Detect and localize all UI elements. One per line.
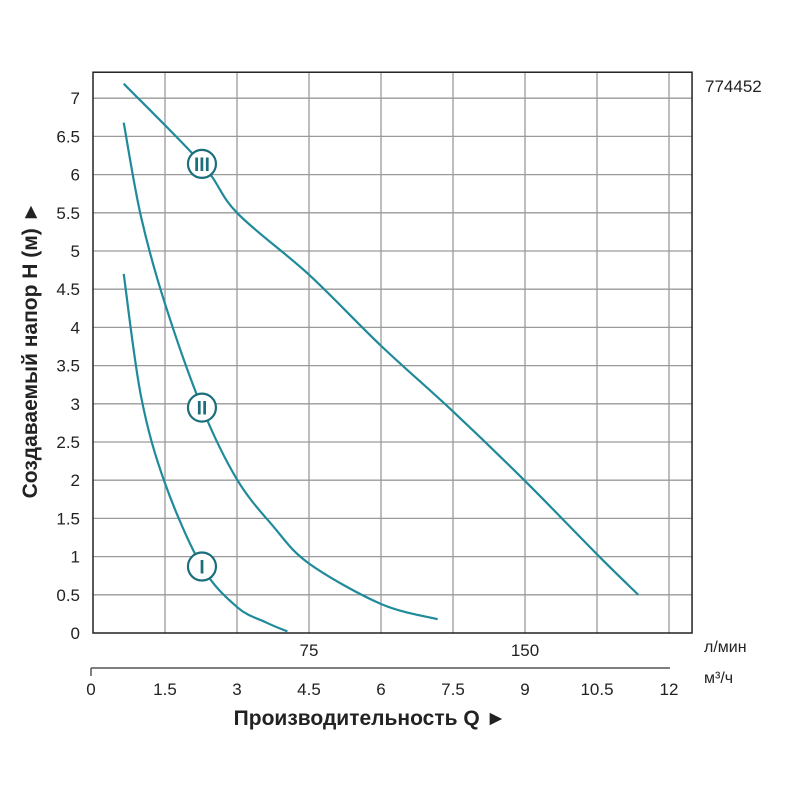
- x-unit: м³/ч: [704, 670, 733, 687]
- series-line-I: [122, 273, 288, 633]
- x-axis-title: Производительность Q ►: [234, 707, 507, 730]
- series-line-III: [122, 82, 640, 596]
- y-tick-label: 2.5: [56, 433, 80, 452]
- y-tick-label: 3: [71, 395, 80, 414]
- x-tick-label: 1.5: [153, 680, 177, 699]
- plot-frame: [92, 71, 693, 634]
- series-label-III: III: [194, 155, 210, 176]
- x-tick-labels: 0 1.5 3 4.5 6 7.5 9 10.5 12: [86, 680, 678, 699]
- y-tick-label: 7: [71, 89, 80, 108]
- y-tick-label: 5.5: [56, 204, 80, 223]
- series-marker-I: [186, 551, 218, 582]
- y-tick-label: 6: [71, 166, 80, 185]
- x-tick-label: 10.5: [580, 680, 613, 699]
- x-tick-label: 0: [86, 680, 95, 699]
- y-tick-label: 1.5: [56, 509, 80, 528]
- x2-unit: л/мин: [704, 639, 747, 656]
- y-tick-label: 0.5: [56, 586, 80, 605]
- y-tick-label: 4.5: [56, 280, 80, 299]
- series-marker-II: [186, 392, 218, 423]
- x-tick-label: 3: [232, 680, 241, 699]
- x-tick-label: 7.5: [441, 680, 465, 699]
- y-tick-label: 1: [71, 548, 80, 567]
- y-tick-labels: 0 0.5 1 1.5 2 2.5 3 3.5 4 4.5 5 5.5 6 6.5 7: [56, 89, 80, 643]
- series-label-I: I: [199, 558, 204, 579]
- y-axis-title: Создаваемый напор H (м) ►: [19, 202, 42, 499]
- y-tick-label: 5: [71, 242, 80, 261]
- model-code: 774452: [705, 77, 762, 96]
- series-marker-III: [186, 148, 218, 180]
- x2-tick-label: 150: [511, 641, 539, 660]
- x-tick-label: 4.5: [297, 680, 321, 699]
- y-tick-label: 6.5: [56, 127, 80, 146]
- y-tick-label: 3.5: [56, 357, 80, 376]
- x-tick-label: 6: [376, 680, 385, 699]
- y-tick-label: 4: [71, 318, 80, 337]
- grid: [93, 72, 693, 633]
- x2-tick-label: 75: [300, 641, 319, 660]
- x-tick-label: 12: [660, 680, 679, 699]
- series-line-II: [122, 122, 438, 621]
- y-tick-label: 2: [71, 471, 80, 490]
- x-tick-label: 9: [520, 680, 529, 699]
- x2-tick-labels: 75 150: [300, 641, 540, 660]
- y-tick-label: 0: [71, 624, 80, 643]
- series-label-II: II: [197, 399, 208, 420]
